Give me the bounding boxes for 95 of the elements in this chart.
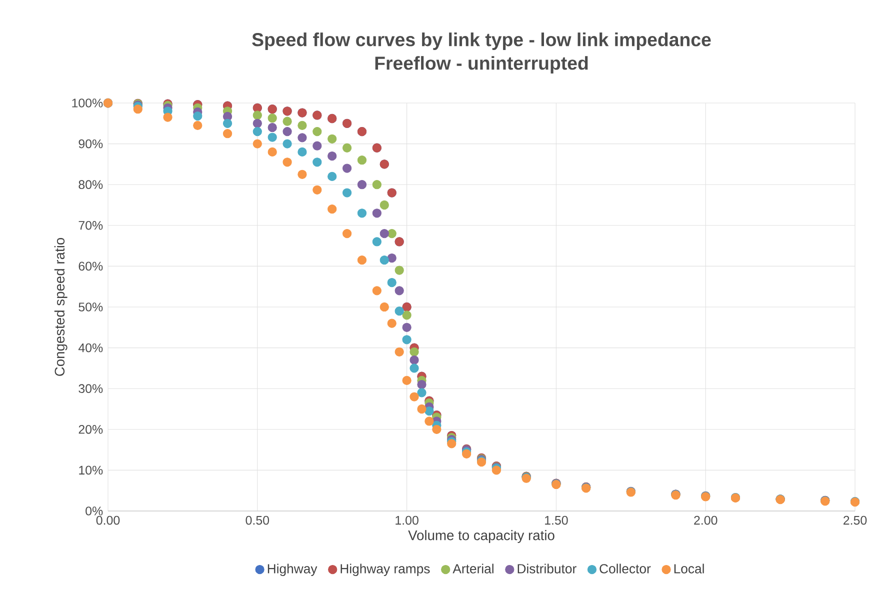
point [387, 318, 396, 328]
point [372, 180, 382, 190]
point [282, 158, 292, 167]
point [282, 139, 292, 148]
y-tick-label: 60% [78, 262, 103, 271]
point [424, 406, 434, 416]
point [312, 141, 322, 150]
point [298, 170, 307, 179]
point [380, 256, 389, 265]
point [417, 404, 426, 414]
point [380, 302, 389, 312]
point [387, 228, 396, 238]
point [357, 156, 367, 165]
point [268, 122, 277, 132]
point [387, 253, 396, 263]
x-tick-label: 1.50 [545, 516, 568, 525]
point [372, 208, 382, 218]
point [328, 134, 337, 144]
y-tick-label: 20% [78, 424, 103, 434]
point [432, 424, 442, 434]
point [387, 278, 396, 288]
point [410, 392, 419, 402]
point [133, 104, 142, 114]
point [372, 237, 382, 246]
point [342, 143, 352, 152]
y-tick-label: 70% [78, 220, 103, 230]
point [298, 133, 307, 142]
x-tick-label: 1.00 [396, 516, 418, 525]
point [417, 380, 426, 390]
point [282, 116, 292, 126]
point [380, 228, 389, 238]
point [222, 118, 232, 128]
point [193, 120, 202, 130]
point [268, 132, 277, 142]
point [424, 416, 434, 426]
point [312, 185, 322, 194]
x-tick-label: 2.00 [694, 516, 718, 525]
point [282, 126, 292, 136]
point [268, 114, 277, 123]
legend-label: Distributor [518, 564, 576, 574]
x-axis-title: Volume to capacity ratio [408, 530, 554, 543]
legend-label: Highway ramps [340, 564, 430, 576]
y-tick-label: 90% [78, 139, 103, 148]
point [252, 118, 262, 128]
y-axis-title: Congested speed ratio [54, 238, 68, 376]
y-tick-label: 30% [78, 384, 103, 394]
point [357, 180, 367, 190]
point [402, 376, 412, 386]
point [402, 335, 412, 344]
y-tick-label: 50% [78, 302, 103, 312]
y-tick-label: 100% [72, 98, 103, 108]
point [410, 347, 419, 356]
legend-label: Highway [268, 564, 318, 576]
point [328, 172, 337, 182]
y-tick-label: 10% [79, 466, 103, 475]
point [252, 110, 262, 120]
point [394, 286, 404, 296]
point [342, 164, 352, 173]
point [193, 111, 202, 121]
x-tick-label: 2.50 [844, 516, 867, 525]
point [298, 120, 307, 130]
point [312, 158, 322, 167]
point [394, 347, 404, 356]
legend-label: Local [674, 564, 704, 574]
point [342, 188, 352, 198]
point [394, 266, 404, 275]
y-tick-label: 40% [78, 343, 103, 352]
point [252, 139, 262, 148]
x-tick-label: 0.50 [246, 516, 270, 525]
point [402, 310, 412, 320]
point [298, 147, 307, 157]
point [372, 286, 382, 296]
point [268, 147, 277, 157]
point [357, 208, 367, 218]
chart-subtitle: Freeflow - uninterrupted [375, 56, 588, 74]
point [380, 200, 389, 210]
point [394, 306, 404, 316]
legend-label: Collector [600, 564, 651, 574]
point [410, 364, 419, 373]
point [410, 355, 419, 365]
point [417, 388, 426, 398]
point [402, 322, 412, 332]
point [328, 151, 337, 161]
point [222, 129, 232, 138]
chart-title: Speed flow curves by link type - low link impedance [252, 32, 711, 50]
point [342, 228, 352, 238]
point [312, 126, 322, 136]
legend-label: Arterial [452, 564, 494, 574]
y-tick-label: 0% [86, 506, 103, 516]
point [252, 126, 262, 136]
y-tick-label: 80% [78, 180, 103, 190]
point [357, 256, 367, 265]
x-tick-label: 0.00 [96, 516, 120, 525]
point [328, 204, 337, 214]
point [163, 112, 172, 122]
